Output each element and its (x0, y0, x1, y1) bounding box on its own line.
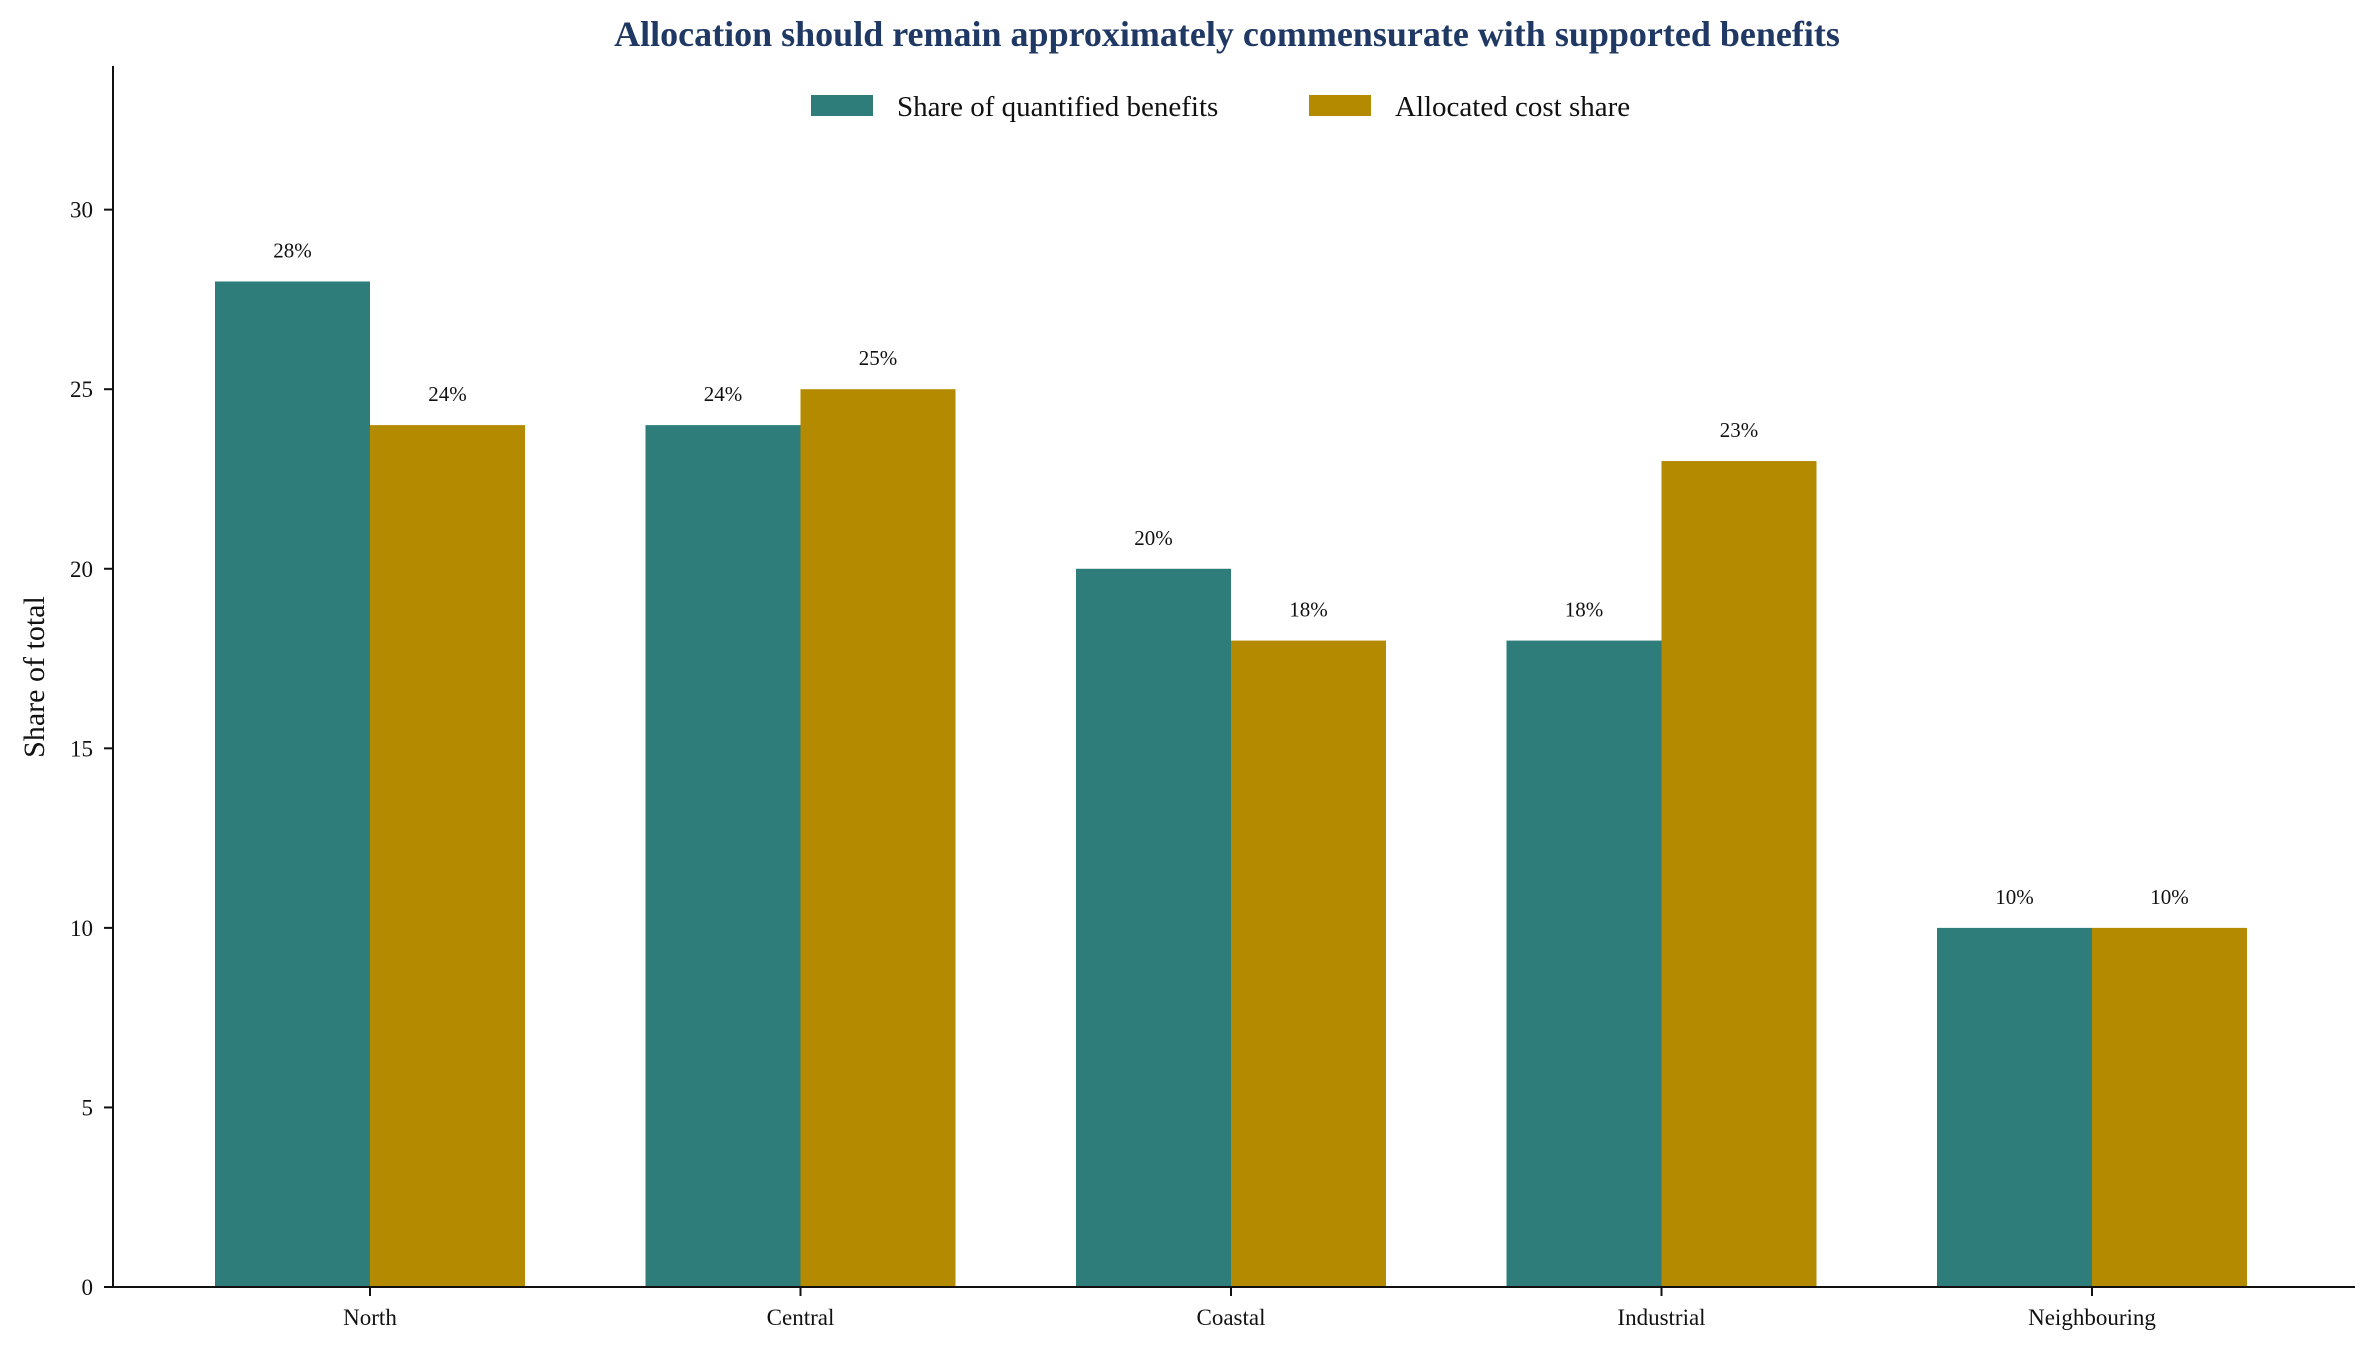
data-label-industrial-series-2: 23% (1720, 418, 1759, 442)
y-tick-label: 10 (70, 916, 93, 941)
data-label-central-series-1: 24% (704, 382, 743, 406)
bar-coastal-series-2 (1231, 640, 1386, 1287)
x-tick-label-coastal: Coastal (1197, 1305, 1266, 1330)
data-label-coastal-series-2: 18% (1289, 598, 1328, 622)
y-tick-label: 30 (70, 198, 93, 223)
bar-industrial-series-1 (1506, 640, 1662, 1287)
y-axis: 0 5 10 15 20 25 30 (70, 66, 114, 1300)
x-tick-label-industrial: Industrial (1617, 1305, 1705, 1330)
legend-label-benefits: Share of quantified benefits (897, 91, 1218, 123)
bars (215, 281, 2247, 1287)
y-tick-label: 15 (70, 736, 93, 761)
legend-swatch-cost (1309, 95, 1371, 116)
data-label-neighbouring-series-1: 10% (1995, 885, 2034, 909)
bar-north-series-1 (215, 281, 370, 1287)
legend: Share of quantified benefits Allocated c… (811, 91, 1630, 123)
legend-label-cost: Allocated cost share (1395, 91, 1630, 123)
x-tick-label-neighbouring: Neighbouring (2028, 1305, 2156, 1330)
data-label-coastal-series-1: 20% (1134, 526, 1173, 550)
data-label-neighbouring-series-2: 10% (2150, 885, 2189, 909)
x-tick-label-central: Central (767, 1305, 835, 1330)
data-label-industrial-series-1: 18% (1565, 598, 1604, 622)
bar-neighbouring-series-1 (1937, 927, 2092, 1287)
x-tick-label-north: North (343, 1305, 397, 1330)
data-label-north-series-1: 28% (273, 238, 312, 262)
bar-central-series-1 (645, 425, 801, 1287)
bar-industrial-series-2 (1661, 461, 1817, 1287)
y-tick-label: 20 (70, 557, 93, 582)
chart-title: Allocation should remain approximately c… (614, 14, 1840, 54)
bar-neighbouring-series-2 (2092, 927, 2247, 1287)
y-tick-label: 0 (82, 1275, 94, 1300)
bar-central-series-2 (800, 389, 956, 1287)
data-labels: 28% 24% 24% 25% 20% 18% 18% 23% 10% 10% (273, 238, 2189, 908)
y-tick-label: 25 (70, 377, 93, 402)
data-label-north-series-2: 24% (428, 382, 467, 406)
y-axis-title: Share of total (18, 596, 51, 758)
legend-swatch-benefits (811, 95, 873, 116)
bar-coastal-series-1 (1076, 568, 1231, 1287)
x-axis: North Central Coastal Industrial Neighbourin… (113, 1286, 2355, 1330)
data-label-central-series-2: 25% (859, 346, 898, 370)
y-tick-label: 5 (82, 1095, 94, 1120)
bar-north-series-2 (370, 425, 525, 1287)
